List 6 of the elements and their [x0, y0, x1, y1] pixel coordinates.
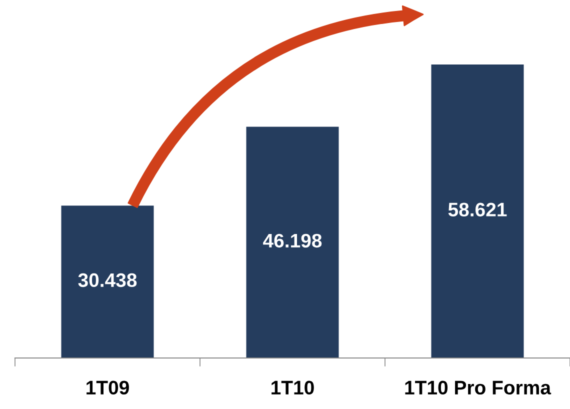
data-label: 58.621 [448, 202, 507, 216]
data-label: 30.438 [78, 273, 137, 288]
data-label: 46.198 [263, 234, 322, 248]
x-tick-label: 1T10 Pro Forma [405, 380, 552, 395]
x-tick-label: 1T09 [86, 380, 129, 395]
x-tick-label: 1T10 [272, 380, 314, 395]
